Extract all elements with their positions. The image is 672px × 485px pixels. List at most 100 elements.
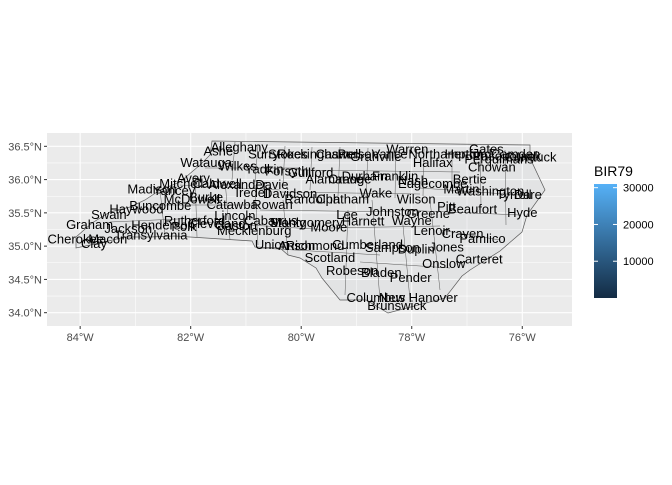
county-label: Swain bbox=[91, 207, 126, 222]
county-borders bbox=[109, 141, 521, 301]
county-label: Davie bbox=[255, 177, 288, 192]
county-label: Surry bbox=[248, 146, 280, 161]
county-label: Duplin bbox=[398, 241, 435, 256]
county-label: Harnett bbox=[342, 214, 385, 229]
county-label: Randolph bbox=[284, 192, 340, 207]
county-label: Beaufort bbox=[448, 202, 498, 217]
county-label: Anson bbox=[278, 238, 315, 253]
county-label: Macon bbox=[88, 231, 127, 246]
y-tick-label: 34.5°N bbox=[8, 274, 42, 286]
county-label: Person bbox=[338, 146, 379, 161]
legend-tick-label: 20000 bbox=[623, 219, 654, 231]
county-label: Mitchell bbox=[159, 176, 203, 191]
county-label: Northampton bbox=[408, 146, 483, 161]
county-label: Wilkes bbox=[219, 158, 258, 173]
county-label: Dare bbox=[514, 187, 542, 202]
county-label: Avery bbox=[177, 170, 210, 185]
county-label: Granville bbox=[350, 149, 401, 164]
county-label: Union bbox=[255, 237, 289, 252]
county-label: Craven bbox=[442, 226, 484, 241]
county-label: Clay bbox=[81, 236, 108, 251]
county-label: Yadkin bbox=[245, 162, 284, 177]
legend-colorbar bbox=[594, 184, 617, 298]
county-label: Carteret bbox=[456, 251, 503, 266]
county-label: Caldwell bbox=[193, 176, 242, 191]
county-label: Warren bbox=[386, 142, 428, 157]
county-label: Pamlico bbox=[459, 231, 505, 246]
legend-tick-label: 30000 bbox=[623, 183, 654, 195]
county-label: Cherokee bbox=[48, 231, 104, 246]
county-label: Alamance bbox=[305, 172, 363, 187]
county-label: Perquimans bbox=[464, 152, 534, 167]
county-label: Washington bbox=[456, 184, 524, 199]
legend-tick-label: 10000 bbox=[623, 256, 654, 268]
county-label: Buncombe bbox=[129, 198, 191, 213]
county-label: Edgecombe bbox=[398, 176, 467, 191]
county-label: Rockingham bbox=[277, 146, 349, 161]
county-label: Burke bbox=[189, 190, 223, 205]
county-label: Chatham bbox=[316, 192, 369, 207]
county-label: Wake bbox=[359, 186, 392, 201]
county-label: Haywood bbox=[109, 202, 163, 217]
county-label: Forsyth bbox=[265, 164, 308, 179]
county-label: Onslow bbox=[422, 256, 466, 271]
county-label: Gates bbox=[469, 142, 504, 157]
county-label: Alexander bbox=[208, 177, 267, 192]
nc-state-outline bbox=[75, 140, 546, 314]
gridlines bbox=[47, 133, 572, 326]
county-label: Scotland bbox=[305, 250, 356, 265]
county-label: Greene bbox=[407, 206, 450, 221]
county-label: Yancey bbox=[153, 183, 196, 198]
county-label: Jackson bbox=[104, 221, 152, 236]
county-label: New Hanover bbox=[379, 290, 458, 305]
county-label: Sampson bbox=[365, 240, 420, 255]
county-label: Bladen bbox=[361, 265, 401, 280]
county-label: Cabarrus bbox=[244, 213, 298, 228]
x-tick-label: 80°W bbox=[288, 332, 316, 344]
y-axis: 36.5°N 36.0°N 35.5°N 35.0°N 34.5°N 34.0°N bbox=[8, 141, 47, 320]
county-label: Transylvania bbox=[114, 227, 188, 242]
county-label: Bertie bbox=[453, 172, 487, 187]
county-label: Watauga bbox=[180, 155, 232, 170]
county-label: Jones bbox=[429, 239, 464, 254]
county-label: Hyde bbox=[507, 205, 537, 220]
county-label: Nash bbox=[398, 173, 428, 188]
county-label: Pasquotank bbox=[472, 148, 541, 163]
county-label: Pender bbox=[390, 270, 433, 285]
legend-ticks: 10000 20000 30000 bbox=[594, 183, 654, 268]
county-label: Graham bbox=[66, 217, 113, 232]
county-label: Durham bbox=[342, 168, 388, 183]
y-tick-label: 35.0°N bbox=[8, 241, 42, 253]
county-label: Johnston bbox=[366, 204, 419, 219]
county-label: Orange bbox=[328, 172, 371, 187]
county-label: Brunswick bbox=[367, 298, 427, 313]
county-label: McDowell bbox=[164, 192, 220, 207]
county-label: Wayne bbox=[392, 213, 432, 228]
county-label: Stanly bbox=[269, 215, 306, 230]
county-label: Caswell bbox=[315, 146, 361, 161]
x-tick-label: 76°W bbox=[509, 332, 537, 344]
county-label: Camden bbox=[491, 146, 540, 161]
county-label: Robeson bbox=[326, 263, 378, 278]
county-label: Chowan bbox=[468, 160, 516, 175]
county-label: Alleghany bbox=[211, 140, 269, 155]
county-label: Polk bbox=[171, 219, 197, 234]
legend-title: BIR79 bbox=[594, 163, 633, 179]
county-label: Montgomery bbox=[271, 215, 344, 230]
county-label: Lenoir bbox=[414, 223, 451, 238]
county-label: Rutherford bbox=[164, 213, 225, 228]
county-label: Hertford bbox=[445, 146, 492, 161]
county-label: Columbus bbox=[347, 290, 406, 305]
county-label: Wilson bbox=[397, 192, 436, 207]
x-tick-label: 84°W bbox=[67, 332, 95, 344]
county-label: Lincoln bbox=[214, 208, 255, 223]
x-tick-label: 82°W bbox=[177, 332, 205, 344]
county-label: Rowan bbox=[252, 197, 292, 212]
county-label: Moore bbox=[310, 220, 347, 235]
legend: BIR79 10000 20000 30000 bbox=[594, 163, 654, 298]
county-label: Vance bbox=[372, 146, 408, 161]
county-label: Cumberland bbox=[332, 237, 403, 252]
